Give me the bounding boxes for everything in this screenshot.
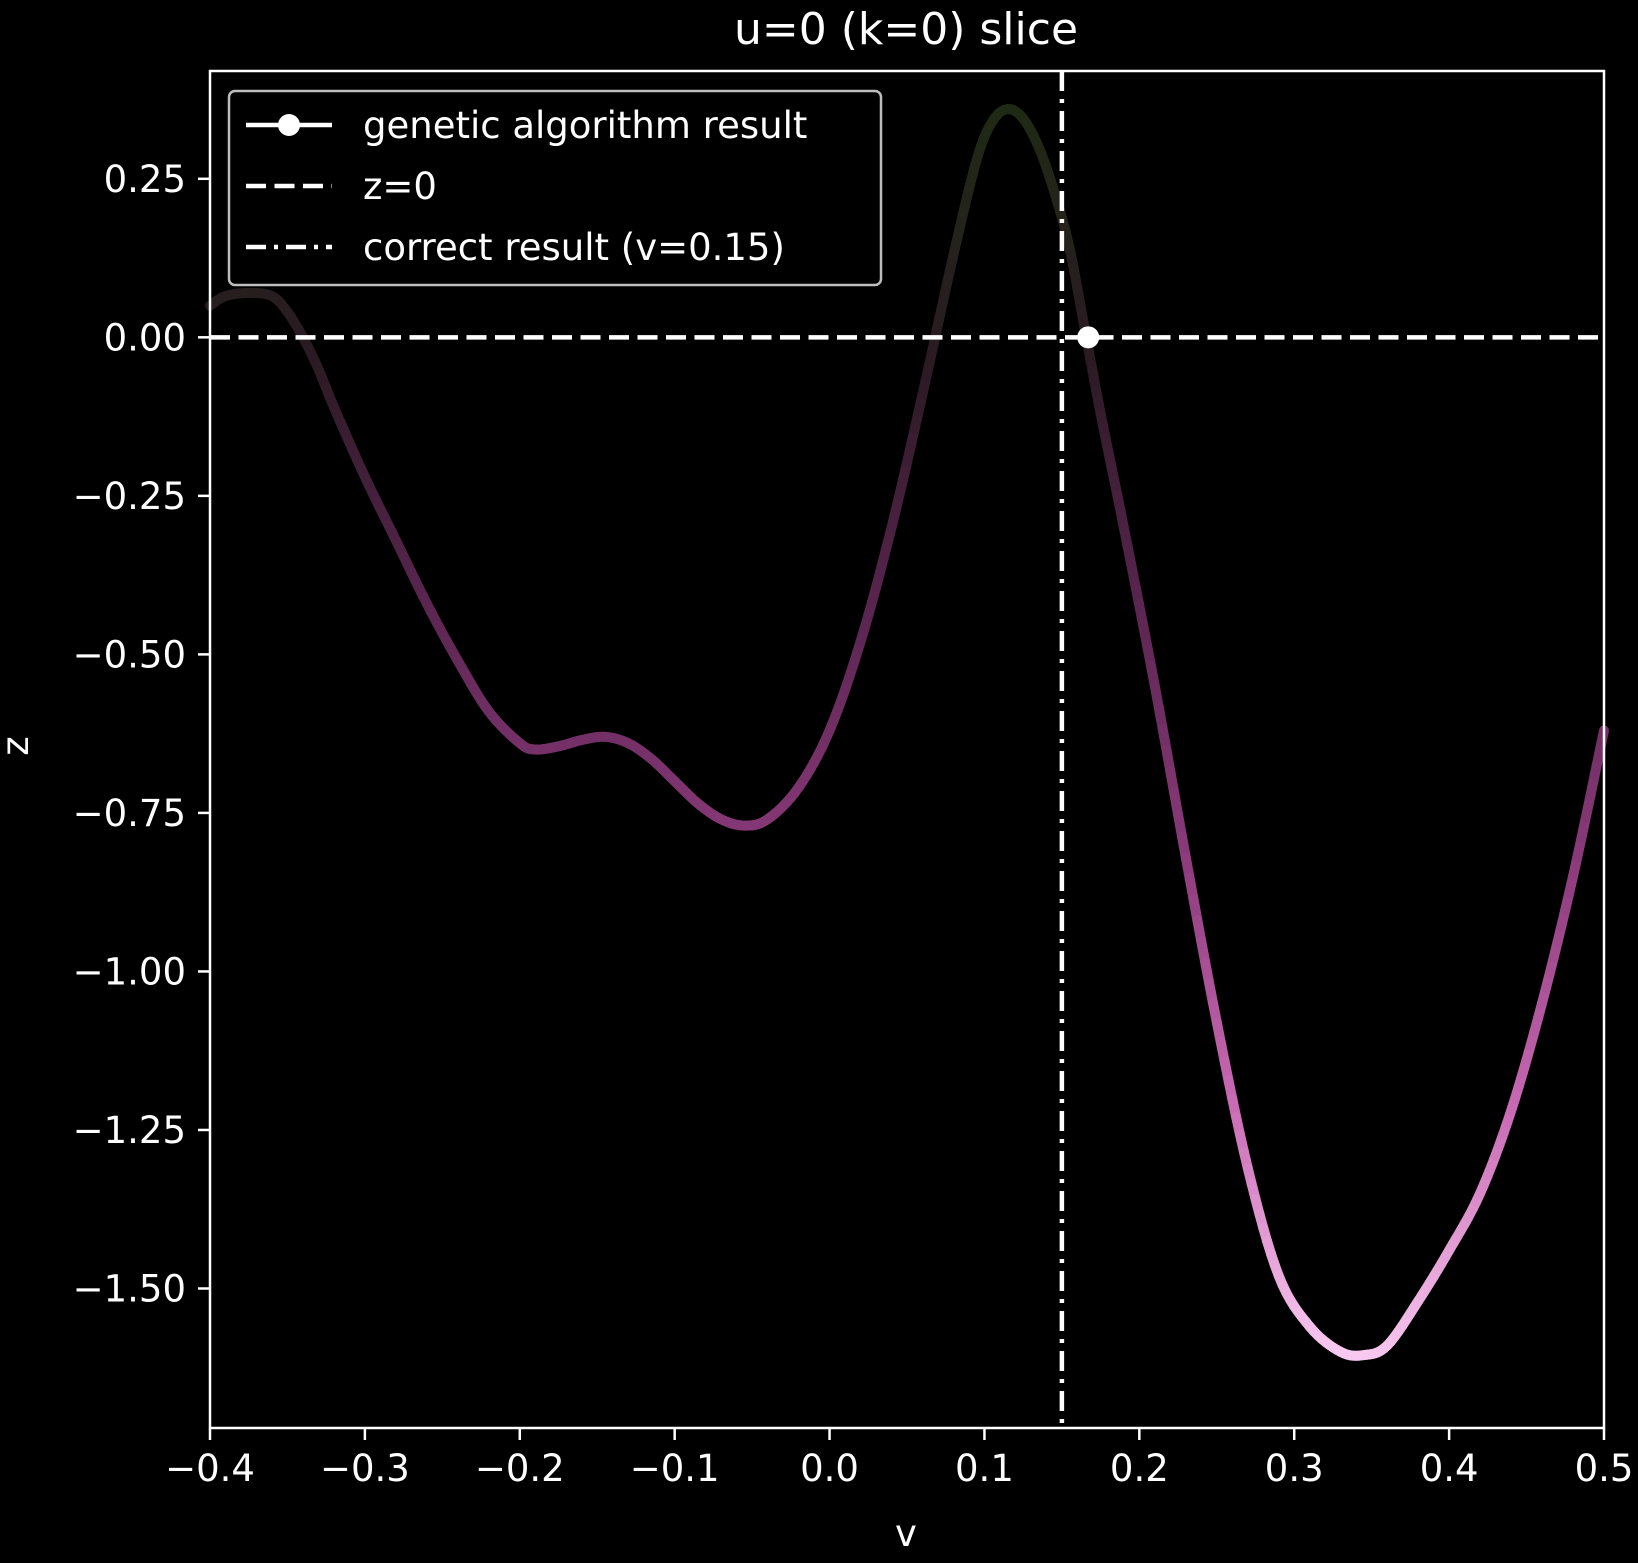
x-tick-label: 0.2: [1110, 1447, 1169, 1490]
x-tick-label: 0.3: [1265, 1447, 1324, 1490]
x-tick-label: 0.4: [1420, 1447, 1479, 1490]
x-tick-label: 0.0: [800, 1447, 859, 1490]
x-tick-label: −0.2: [475, 1447, 565, 1490]
y-tick-label: 0.00: [104, 316, 186, 359]
y-tick-label: 0.25: [104, 158, 186, 201]
legend-label: genetic algorithm result: [363, 104, 807, 147]
legend-label: z=0: [363, 165, 437, 208]
x-axis-label: v: [895, 1512, 917, 1555]
x-tick-label: −0.3: [320, 1447, 410, 1490]
y-axis-label: z: [0, 736, 37, 755]
legend-swatch-ga-marker: [278, 114, 300, 136]
y-tick-label: −1.50: [73, 1267, 186, 1310]
x-tick-label: 0.1: [955, 1447, 1014, 1490]
y-tick-label: −0.75: [73, 792, 186, 835]
chart-title: u=0 (k=0) slice: [734, 4, 1078, 55]
y-tick-label: −1.00: [73, 950, 186, 993]
y-tick-label: −1.25: [73, 1109, 186, 1152]
x-tick-label: −0.1: [630, 1447, 720, 1490]
ga-result-point: [1077, 326, 1099, 348]
legend: genetic algorithm result z=0 correct resul…: [229, 91, 881, 285]
x-tick-label: 0.5: [1575, 1447, 1634, 1490]
x-tick-label: −0.4: [165, 1447, 255, 1490]
legend-label: correct result (v=0.15): [363, 226, 785, 269]
y-tick-label: −0.25: [73, 475, 186, 518]
y-tick-label: −0.50: [73, 633, 186, 676]
